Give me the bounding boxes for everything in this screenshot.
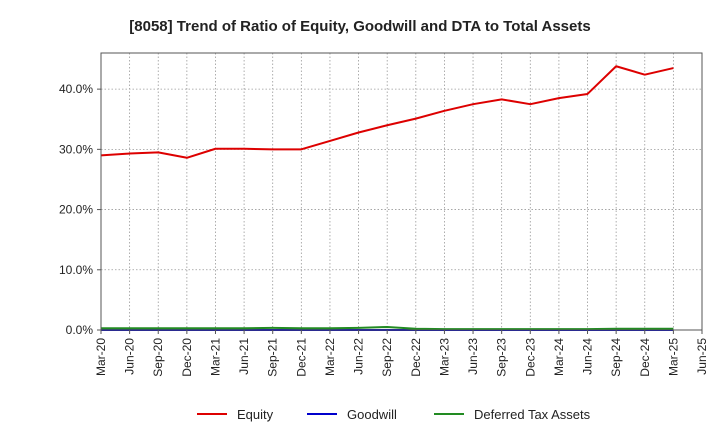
x-tick-label: Dec-20 bbox=[180, 338, 194, 377]
y-tick-label: 30.0% bbox=[59, 142, 93, 156]
x-tick-label: Mar-25 bbox=[666, 338, 680, 376]
legend-label-deferred-tax-assets: Deferred Tax Assets bbox=[474, 407, 591, 422]
x-axis: Mar-20 Jun-20 Sep-20 Dec-20 Mar-21 Jun-21 Sep-… bbox=[94, 330, 709, 377]
x-tick-label: Mar-21 bbox=[208, 338, 222, 376]
x-tick-label: Mar-22 bbox=[323, 338, 337, 376]
chart-title: [8058] Trend of Ratio of Equity, Goodwil… bbox=[129, 18, 590, 35]
grid bbox=[101, 53, 702, 330]
x-tick-label: Jun-24 bbox=[581, 338, 595, 375]
x-tick-label: Mar-23 bbox=[437, 338, 451, 376]
x-tick-label: Sep-21 bbox=[266, 338, 280, 377]
x-tick-label: Sep-23 bbox=[495, 338, 509, 377]
x-tick-label: Jun-21 bbox=[237, 338, 251, 375]
plot-area-frame bbox=[100, 52, 703, 331]
y-tick-label: 20.0% bbox=[59, 203, 93, 217]
x-tick-label: Mar-20 bbox=[94, 338, 108, 376]
series-line-equity bbox=[100, 65, 674, 159]
x-tick-label: Jun-22 bbox=[352, 338, 366, 375]
x-tick-label: Dec-22 bbox=[409, 338, 423, 377]
x-tick-label: Dec-21 bbox=[294, 338, 308, 377]
y-axis: 0.0% 10.0% 20.0% 30.0% 40.0% bbox=[59, 82, 101, 337]
y-tick-label: 40.0% bbox=[59, 82, 93, 96]
series-line-deferred-tax-assets bbox=[101, 325, 674, 331]
x-tick-label: Sep-20 bbox=[151, 338, 165, 377]
y-tick-label: 0.0% bbox=[66, 323, 94, 337]
x-tick-label: Jun-25 bbox=[695, 338, 709, 375]
legend: Equity Goodwill Deferred Tax Assets bbox=[197, 407, 591, 422]
x-tick-label: Sep-22 bbox=[380, 338, 394, 377]
x-tick-label: Dec-24 bbox=[638, 338, 652, 377]
x-tick-label: Jun-20 bbox=[123, 338, 137, 375]
x-tick-label: Jun-23 bbox=[466, 338, 480, 375]
y-tick-label: 10.0% bbox=[59, 263, 93, 277]
x-tick-label: Dec-23 bbox=[523, 338, 537, 377]
legend-label-goodwill: Goodwill bbox=[347, 407, 397, 422]
legend-label-equity: Equity bbox=[237, 407, 274, 422]
x-tick-label: Sep-24 bbox=[609, 338, 623, 377]
x-tick-label: Mar-24 bbox=[552, 338, 566, 376]
